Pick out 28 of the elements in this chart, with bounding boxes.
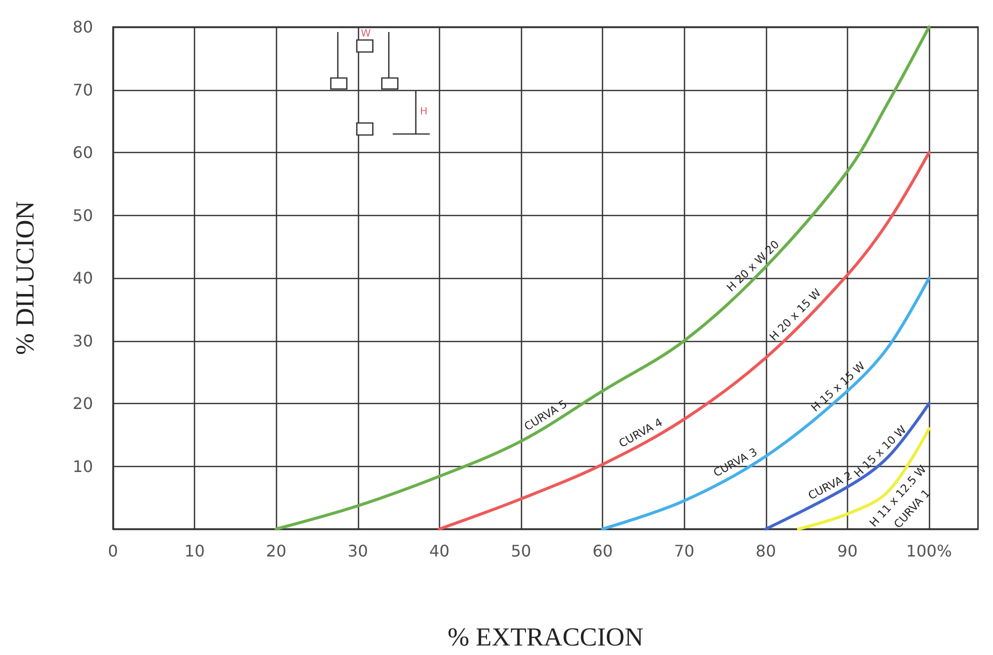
x-tick-label: 10	[184, 542, 205, 560]
x-tick-label: 30	[348, 542, 368, 560]
annotation: H 15 x 15 W	[808, 359, 868, 414]
x-tick-label: 20	[266, 542, 286, 560]
y-tick-label: 20	[72, 394, 93, 413]
y-tick-label: 70	[72, 80, 93, 100]
line-series	[796, 427, 931, 530]
x-tick-label: 60	[592, 542, 613, 560]
x-tick-label: 80	[756, 542, 776, 560]
y-tick-label: 40	[72, 268, 93, 288]
y-tick-label: 10	[72, 456, 93, 476]
y-tick-label: 50	[72, 206, 93, 225]
x-tick-label: 50	[510, 542, 532, 560]
x-tick-label: 100%	[906, 542, 952, 560]
line-series	[438, 151, 931, 530]
x-axis-title: % EXTRACCION	[448, 622, 644, 652]
annotation: W	[360, 28, 371, 40]
y-tick-label: 80	[72, 18, 93, 36]
x-tick-label: 90	[837, 542, 858, 560]
y-tick-label: 60	[72, 143, 93, 162]
x-tick-label: 0	[108, 542, 118, 560]
x-tick-label: 70	[674, 542, 694, 560]
annotation: H	[420, 106, 428, 118]
line-series	[274, 26, 931, 530]
y-tick-label: 30	[72, 331, 93, 350]
y-axis-title: % DILUCION	[10, 200, 40, 355]
x-tick-label: 40	[429, 542, 450, 560]
line-series	[764, 402, 931, 530]
